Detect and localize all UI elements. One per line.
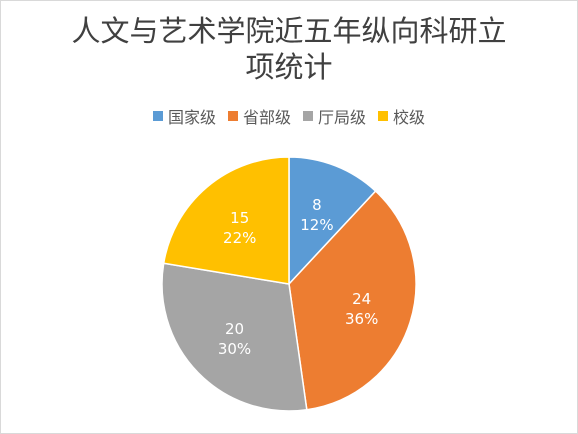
legend-swatch-school: [378, 111, 389, 121]
data-label-percent-national: 12%: [300, 216, 333, 234]
chart-title-line-2: 项统计: [245, 50, 333, 84]
legend-swatch-bureau: [303, 111, 313, 121]
pie-slice-national: [288, 156, 377, 286]
legend-item-national: 国家级: [152, 104, 216, 128]
pie-slice-school: [162, 156, 290, 285]
legend-label-provincial: 省部级: [242, 108, 291, 127]
data-label-value-national: 8: [312, 196, 322, 214]
data-label-percent-school: 22%: [223, 229, 256, 247]
data-label-value-provincial: 24: [352, 290, 371, 308]
chart-legend: 国家级 省部级 厅局级 校级: [1, 104, 577, 128]
data-label-percent-bureau: 30%: [218, 340, 251, 358]
data-label-percent-provincial: 36%: [345, 310, 378, 328]
pie-slice-bureau: [161, 262, 308, 412]
legend-swatch-provincial: [227, 111, 238, 121]
legend-label-school: 校级: [393, 108, 426, 127]
data-label-value-school: 15: [230, 209, 249, 227]
pie-slice-provincial: [288, 190, 417, 411]
data-label-value-bureau: 20: [225, 320, 244, 338]
legend-label-national: 国家级: [167, 108, 216, 127]
chart-title-line-1: 人文与艺术学院近五年纵向科研立: [71, 14, 507, 48]
legend-item-school: 校级: [378, 104, 425, 128]
chart-title: 人文与艺术学院近五年纵向科研立 项统计: [1, 13, 577, 85]
legend-swatch-national: [152, 111, 163, 121]
legend-label-bureau: 厅局级: [318, 108, 367, 127]
legend-item-bureau: 厅局级: [303, 104, 366, 128]
legend-item-provincial: 省部级: [227, 104, 291, 128]
